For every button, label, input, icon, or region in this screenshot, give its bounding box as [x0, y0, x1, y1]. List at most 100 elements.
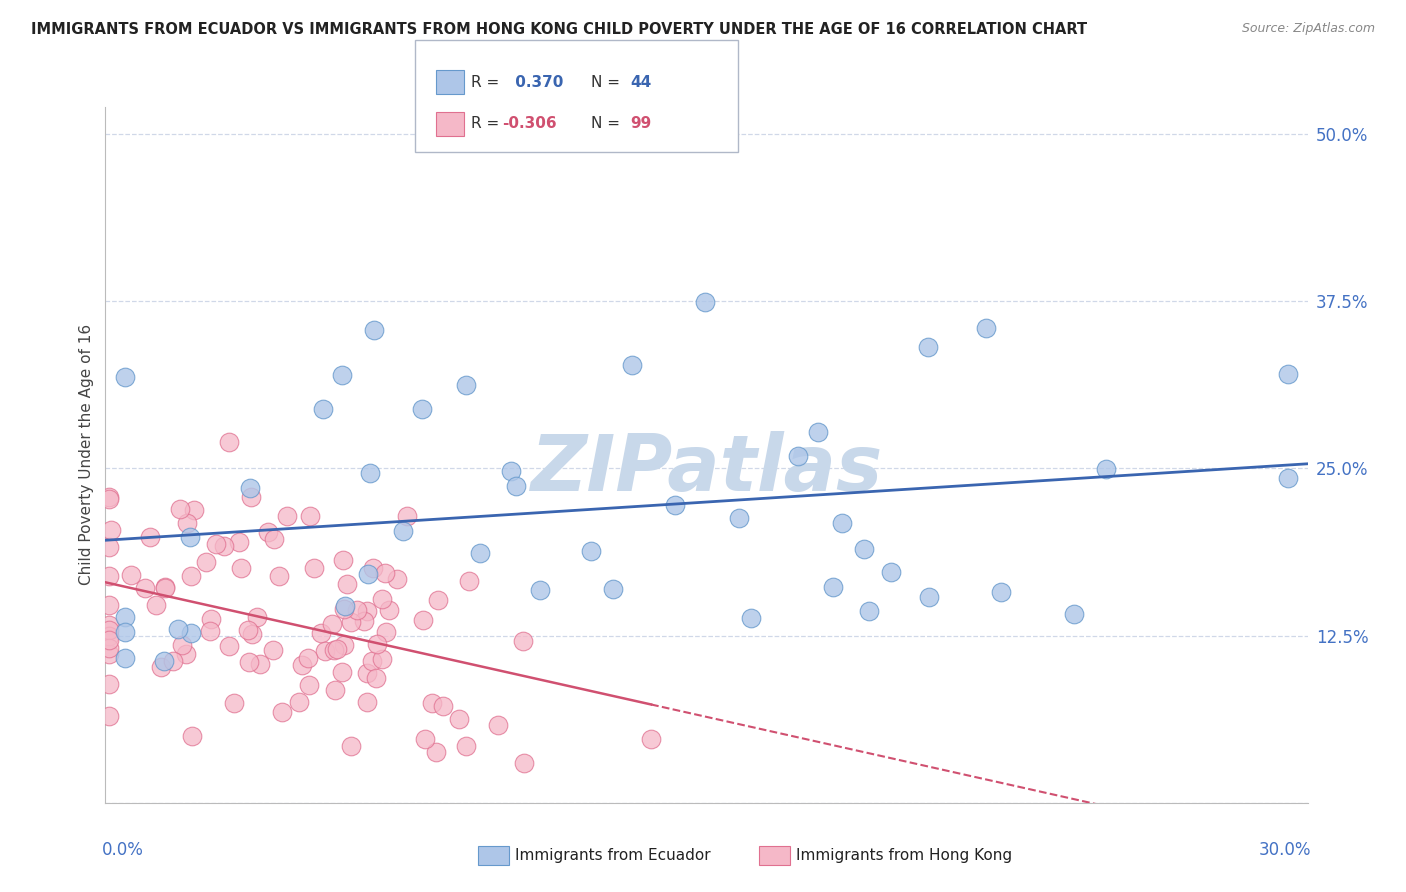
Point	[114, 609, 136, 624]
Point	[98, 569, 121, 583]
Point	[332, 639, 354, 653]
Point	[176, 516, 198, 530]
Point	[374, 566, 396, 580]
Point	[335, 577, 357, 591]
Point	[114, 650, 136, 665]
Point	[427, 592, 450, 607]
Point	[529, 583, 551, 598]
Point	[240, 627, 263, 641]
Point	[990, 584, 1012, 599]
Point	[917, 340, 939, 354]
Point	[288, 694, 311, 708]
Point	[153, 654, 176, 668]
Point	[98, 598, 121, 612]
Point	[454, 739, 477, 753]
Text: Source: ZipAtlas.com: Source: ZipAtlas.com	[1241, 22, 1375, 36]
Point	[153, 581, 176, 595]
Point	[371, 592, 394, 607]
Point	[513, 756, 536, 770]
Point	[413, 731, 436, 746]
Point	[204, 537, 226, 551]
Point	[621, 358, 644, 372]
Point	[664, 498, 686, 512]
Point	[262, 642, 284, 657]
Text: 99: 99	[630, 117, 651, 131]
Point	[333, 602, 356, 616]
Point	[98, 633, 121, 648]
Point	[357, 567, 380, 582]
Point	[249, 657, 271, 672]
Point	[640, 731, 662, 746]
Point	[323, 643, 346, 657]
Point	[359, 466, 381, 480]
Point	[98, 490, 121, 504]
Point	[98, 648, 121, 662]
Point	[361, 560, 384, 574]
Point	[222, 696, 245, 710]
Text: 0.0%: 0.0%	[101, 841, 143, 859]
Point	[212, 539, 235, 553]
Point	[153, 580, 176, 594]
Point	[228, 535, 250, 549]
Point	[330, 368, 353, 382]
Point	[231, 561, 253, 575]
Point	[353, 614, 375, 628]
Point	[114, 370, 136, 384]
Point	[740, 611, 762, 625]
Point	[512, 634, 534, 648]
Point	[98, 540, 121, 554]
Point	[695, 295, 717, 310]
Point	[98, 629, 121, 643]
Point	[412, 613, 434, 627]
Point	[411, 401, 433, 416]
Point	[501, 464, 523, 478]
Point	[309, 625, 332, 640]
Point	[323, 683, 346, 698]
Point	[974, 321, 997, 335]
Point	[371, 652, 394, 666]
Point	[298, 678, 321, 692]
Point	[340, 739, 363, 753]
Point	[170, 638, 193, 652]
Point	[425, 745, 447, 759]
Point	[821, 580, 844, 594]
Point	[98, 708, 121, 723]
Point	[167, 622, 190, 636]
Point	[291, 657, 314, 672]
Text: N =: N =	[591, 117, 620, 131]
Point	[98, 618, 121, 632]
Point	[364, 671, 387, 685]
Point	[880, 565, 903, 579]
Text: N =: N =	[591, 75, 620, 89]
Point	[298, 509, 321, 524]
Point	[297, 650, 319, 665]
Point	[276, 508, 298, 523]
Point	[183, 503, 205, 517]
Point	[114, 625, 136, 640]
Point	[139, 530, 162, 544]
Point	[458, 574, 481, 589]
Point	[366, 637, 388, 651]
Point	[195, 555, 218, 569]
Point	[238, 655, 260, 669]
Point	[98, 676, 121, 690]
Point	[263, 533, 285, 547]
Text: R =: R =	[471, 117, 499, 131]
Point	[807, 425, 830, 439]
Point	[378, 603, 401, 617]
Point	[858, 604, 880, 618]
Point	[198, 624, 221, 638]
Point	[468, 546, 491, 560]
Point	[340, 615, 363, 630]
Point	[333, 599, 356, 614]
Text: -0.306: -0.306	[502, 117, 557, 131]
Point	[218, 639, 240, 653]
Point	[356, 666, 378, 681]
Y-axis label: Child Poverty Under the Age of 16: Child Poverty Under the Age of 16	[79, 325, 94, 585]
Point	[218, 434, 240, 449]
Point	[312, 401, 335, 416]
Point	[602, 582, 624, 597]
Point	[176, 647, 198, 661]
Point	[120, 568, 142, 582]
Text: ZIPatlas: ZIPatlas	[530, 431, 883, 507]
